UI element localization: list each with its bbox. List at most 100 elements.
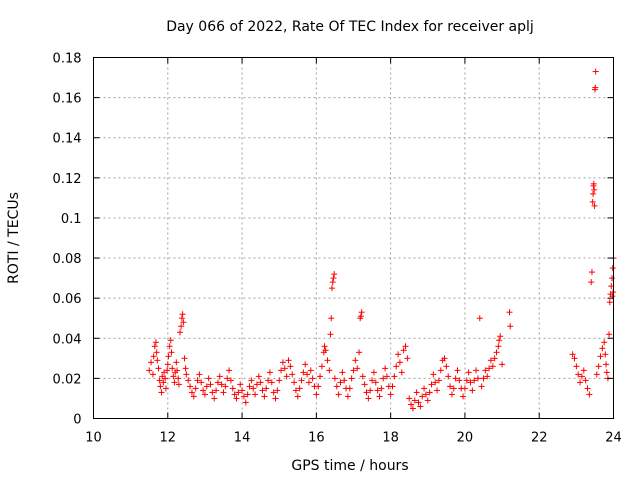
data-point bbox=[372, 379, 379, 386]
data-point bbox=[421, 385, 428, 392]
data-point bbox=[480, 375, 487, 382]
data-point bbox=[173, 359, 180, 366]
data-point bbox=[274, 387, 281, 394]
data-point bbox=[592, 68, 599, 75]
data-point bbox=[185, 377, 192, 384]
data-point bbox=[331, 271, 338, 278]
data-point bbox=[226, 367, 233, 374]
data-point bbox=[582, 377, 589, 384]
data-point bbox=[456, 377, 463, 384]
data-point bbox=[177, 329, 184, 336]
data-point bbox=[233, 395, 240, 402]
data-point bbox=[595, 363, 602, 370]
data-point bbox=[307, 367, 314, 374]
data-point bbox=[469, 387, 476, 394]
data-point bbox=[448, 391, 455, 398]
data-point bbox=[383, 373, 390, 380]
data-point bbox=[289, 371, 296, 378]
data-point bbox=[218, 381, 225, 388]
x-tick-label: 22 bbox=[531, 431, 548, 446]
data-point bbox=[370, 369, 377, 376]
data-point bbox=[380, 375, 387, 382]
data-point bbox=[321, 343, 328, 350]
y-tick-label: 0.18 bbox=[53, 52, 82, 67]
data-point bbox=[609, 265, 616, 272]
data-point bbox=[597, 353, 604, 360]
data-point bbox=[411, 397, 418, 404]
data-point bbox=[478, 383, 485, 390]
data-point bbox=[287, 363, 294, 370]
data-point bbox=[214, 379, 221, 386]
data-point bbox=[603, 361, 610, 368]
data-point bbox=[300, 369, 307, 376]
data-point bbox=[350, 367, 357, 374]
data-point bbox=[422, 391, 429, 398]
data-point bbox=[270, 389, 277, 396]
data-point bbox=[168, 349, 175, 356]
data-point bbox=[346, 385, 353, 392]
data-point bbox=[166, 343, 173, 350]
data-point bbox=[305, 379, 312, 386]
data-point bbox=[495, 343, 502, 350]
data-point bbox=[250, 385, 257, 392]
data-point bbox=[266, 369, 273, 376]
data-point bbox=[445, 373, 452, 380]
data-point bbox=[603, 369, 610, 376]
data-point bbox=[586, 391, 593, 398]
data-point bbox=[165, 353, 172, 360]
data-point bbox=[190, 393, 197, 400]
data-point bbox=[374, 387, 381, 394]
data-point bbox=[487, 357, 494, 364]
data-point bbox=[181, 355, 188, 362]
data-point bbox=[486, 365, 493, 372]
data-point bbox=[146, 367, 153, 374]
data-point bbox=[489, 363, 496, 370]
data-point bbox=[281, 365, 288, 372]
data-point bbox=[393, 363, 400, 370]
data-point bbox=[575, 371, 582, 378]
data-point bbox=[302, 361, 309, 368]
data-point bbox=[164, 361, 171, 368]
y-tick-label: 0 bbox=[73, 413, 81, 428]
data-point bbox=[324, 357, 331, 364]
data-point bbox=[201, 391, 208, 398]
data-point bbox=[465, 369, 472, 376]
data-point bbox=[162, 385, 169, 392]
data-point bbox=[408, 401, 415, 408]
data-point bbox=[200, 387, 207, 394]
data-point bbox=[158, 389, 165, 396]
data-point bbox=[404, 355, 411, 362]
data-point bbox=[588, 269, 595, 276]
data-point bbox=[387, 391, 394, 398]
data-point bbox=[584, 385, 591, 392]
data-point bbox=[151, 343, 158, 350]
data-point bbox=[430, 371, 437, 378]
data-point bbox=[443, 363, 450, 370]
data-point bbox=[341, 377, 348, 384]
y-tick-label: 0.04 bbox=[53, 332, 82, 347]
data-point bbox=[317, 373, 324, 380]
data-point bbox=[179, 311, 186, 318]
axis-ticks: 10 12 14 16 18 20 22 24 0 0.02 0.04 0.06 0.08 0.1 0.12… bbox=[53, 52, 622, 446]
data-point bbox=[192, 385, 199, 392]
y-tick-label: 0.1 bbox=[61, 212, 82, 227]
data-point bbox=[182, 365, 189, 372]
data-point bbox=[476, 315, 483, 322]
data-point bbox=[452, 375, 459, 382]
data-point bbox=[331, 375, 338, 382]
data-point bbox=[354, 365, 361, 372]
data-point bbox=[255, 373, 262, 380]
data-point bbox=[447, 383, 454, 390]
data-point bbox=[588, 279, 595, 286]
data-point bbox=[376, 393, 383, 400]
data-point bbox=[590, 180, 597, 187]
data-point bbox=[156, 377, 163, 384]
x-tick-label: 12 bbox=[160, 431, 177, 446]
data-point bbox=[175, 381, 182, 388]
x-tick-label: 18 bbox=[382, 431, 399, 446]
data-point bbox=[169, 365, 176, 372]
data-point bbox=[180, 319, 187, 326]
data-point bbox=[415, 399, 422, 406]
data-point bbox=[592, 84, 599, 91]
chart-title: Day 066 of 2022, Rate Of TEC Index for r… bbox=[166, 19, 534, 35]
